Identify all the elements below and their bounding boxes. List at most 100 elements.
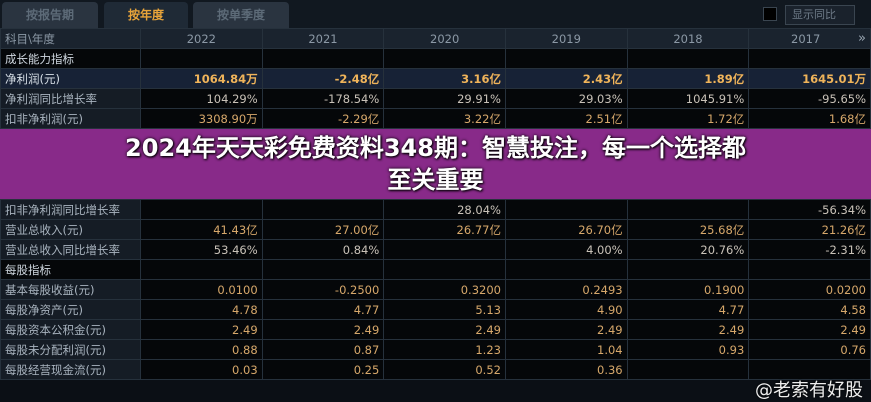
headline-banner: 2024年天天彩免费资料348期：智慧投注，每一个选择都 至关重要 (0, 129, 871, 199)
row-label: 扣非净利润(元) (0, 108, 141, 129)
cell-value: 4.78 (140, 299, 263, 320)
table-row: 净利润(元) 1064.84万 -2.48亿 3.16亿 2.43亿 1.89亿 1645.… (0, 68, 871, 89)
header-year: 2019 (504, 28, 628, 49)
cell-value: 1.72亿 (626, 108, 750, 129)
table-row: 营业总收入(元) 41.43亿 27.00亿 26.77亿 26.70亿 25.68亿 21… (0, 219, 871, 240)
cell-value: 1064.84万 (140, 68, 263, 89)
row-label: 每股指标 (0, 259, 141, 280)
table-header: 科目\年度 2022 2021 2020 2019 2018 2017 » (0, 28, 871, 49)
cell-value (626, 199, 750, 220)
table-row: 净利润同比增长率 104.29% -178.54% 29.91% 29.03% 1045.… (0, 88, 871, 109)
cell-value: 3.16亿 (383, 68, 506, 89)
cell-value (626, 48, 750, 69)
cell-value: 26.77亿 (383, 219, 506, 240)
row-label: 每股净资产(元) (0, 299, 141, 320)
header-year-text: 2017 (791, 31, 821, 46)
cell-value (261, 259, 385, 280)
row-label: 营业总收入同比增长率 (0, 239, 141, 260)
table-row: 基本每股收益(元) 0.0100 -0.2500 0.3200 0.2493 0.1900… (0, 279, 871, 300)
row-label: 基本每股收益(元) (0, 279, 141, 300)
next-page-icon[interactable]: » (858, 30, 866, 46)
cell-value (140, 259, 263, 280)
cell-value: 28.04% (383, 199, 506, 220)
cell-value (383, 48, 506, 69)
cell-value: 1645.01万 (748, 68, 871, 89)
header-year: 2020 (383, 28, 506, 49)
cell-value (626, 259, 750, 280)
cell-value (504, 259, 628, 280)
cell-value (748, 259, 871, 280)
row-label: 扣非净利润同比增长率 (0, 199, 141, 220)
cell-value: -178.54% (261, 88, 385, 109)
cell-value (140, 48, 263, 69)
cell-value: 1045.91% (626, 88, 750, 109)
cell-value: 4.00% (504, 239, 628, 260)
cell-value: 0.25 (261, 359, 385, 380)
table-row: 成长能力指标 (0, 48, 871, 69)
cell-value: 2.51亿 (504, 108, 628, 129)
cell-value: 0.84% (261, 239, 385, 260)
cell-value: -0.2500 (261, 279, 385, 300)
cell-value: 3.22亿 (383, 108, 506, 129)
tab-annual[interactable]: 按年度 (104, 2, 188, 28)
cell-value: 5.13 (383, 299, 506, 320)
cell-value: 1.23 (383, 339, 506, 360)
cell-value: 27.00亿 (261, 219, 385, 240)
show-yoy-button[interactable]: 显示同比 (785, 5, 855, 25)
table-row: 每股资本公积金(元) 2.49 2.49 2.49 2.49 2.49 2.49 (0, 319, 871, 340)
row-label: 每股经营现金流(元) (0, 359, 141, 380)
cell-value: 0.3200 (383, 279, 506, 300)
cell-value: 0.2493 (504, 279, 628, 300)
cell-value: 4.90 (504, 299, 628, 320)
table-row: 每股未分配利润(元) 0.88 0.87 1.23 1.04 0.93 0.76 (0, 339, 871, 360)
row-label: 每股未分配利润(元) (0, 339, 141, 360)
row-label: 净利润(元) (0, 68, 141, 89)
row-label: 净利润同比增长率 (0, 88, 141, 109)
financial-table-top: 科目\年度 2022 2021 2020 2019 2018 2017 » 成长能… (0, 28, 871, 129)
table-row: 每股指标 (0, 259, 871, 280)
headline-line-1: 2024年天天彩免费资料348期：智慧投注，每一个选择都 (125, 134, 746, 162)
cell-value: 29.91% (383, 88, 506, 109)
cell-value: 2.49 (504, 319, 628, 340)
cell-value: 53.46% (140, 239, 263, 260)
header-year: 2017 » (748, 28, 871, 49)
tab-report-period[interactable]: 按报告期 (2, 2, 98, 28)
watermark: @老索有好股 (755, 380, 863, 401)
cell-value (383, 259, 506, 280)
cell-value: -56.34% (748, 199, 871, 220)
table-row: 每股经营现金流(元) 0.03 0.25 0.52 0.36 (0, 359, 871, 380)
cell-value: 2.49 (383, 319, 506, 340)
cell-value: 1.68亿 (748, 108, 871, 129)
row-label: 每股资本公积金(元) (0, 319, 141, 340)
table-row: 每股净资产(元) 4.78 4.77 5.13 4.90 4.77 4.58 (0, 299, 871, 320)
cell-value: 0.03 (140, 359, 263, 380)
header-year: 2022 (140, 28, 263, 49)
cell-value: -2.48亿 (261, 68, 385, 89)
row-label: 成长能力指标 (0, 48, 141, 69)
cell-value (504, 48, 628, 69)
cell-value: 1.04 (504, 339, 628, 360)
cell-value: 2.49 (748, 319, 871, 340)
cell-value: 0.36 (504, 359, 628, 380)
cell-value: 0.0200 (748, 279, 871, 300)
tab-single-quarter[interactable]: 按单季度 (193, 2, 289, 28)
show-yoy-checkbox[interactable] (763, 7, 777, 21)
cell-value: 104.29% (140, 88, 263, 109)
cell-value: 26.70亿 (504, 219, 628, 240)
table-row: 扣非净利润同比增长率 28.04% -56.34% (0, 199, 871, 220)
cell-value: 0.88 (140, 339, 263, 360)
cell-value: 41.43亿 (140, 219, 263, 240)
cell-value: 0.0100 (140, 279, 263, 300)
cell-value (748, 48, 871, 69)
cell-value: 3308.90万 (140, 108, 263, 129)
cell-value: -95.65% (748, 88, 871, 109)
cell-value: 4.77 (261, 299, 385, 320)
cell-value (261, 48, 385, 69)
cell-value: 0.76 (748, 339, 871, 360)
cell-value: 2.49 (261, 319, 385, 340)
cell-value: 29.03% (504, 88, 628, 109)
cell-value: 2.49 (626, 319, 750, 340)
header-year: 2021 (261, 28, 385, 49)
tab-bar: 按报告期 按年度 按单季度 显示同比 (0, 0, 871, 28)
